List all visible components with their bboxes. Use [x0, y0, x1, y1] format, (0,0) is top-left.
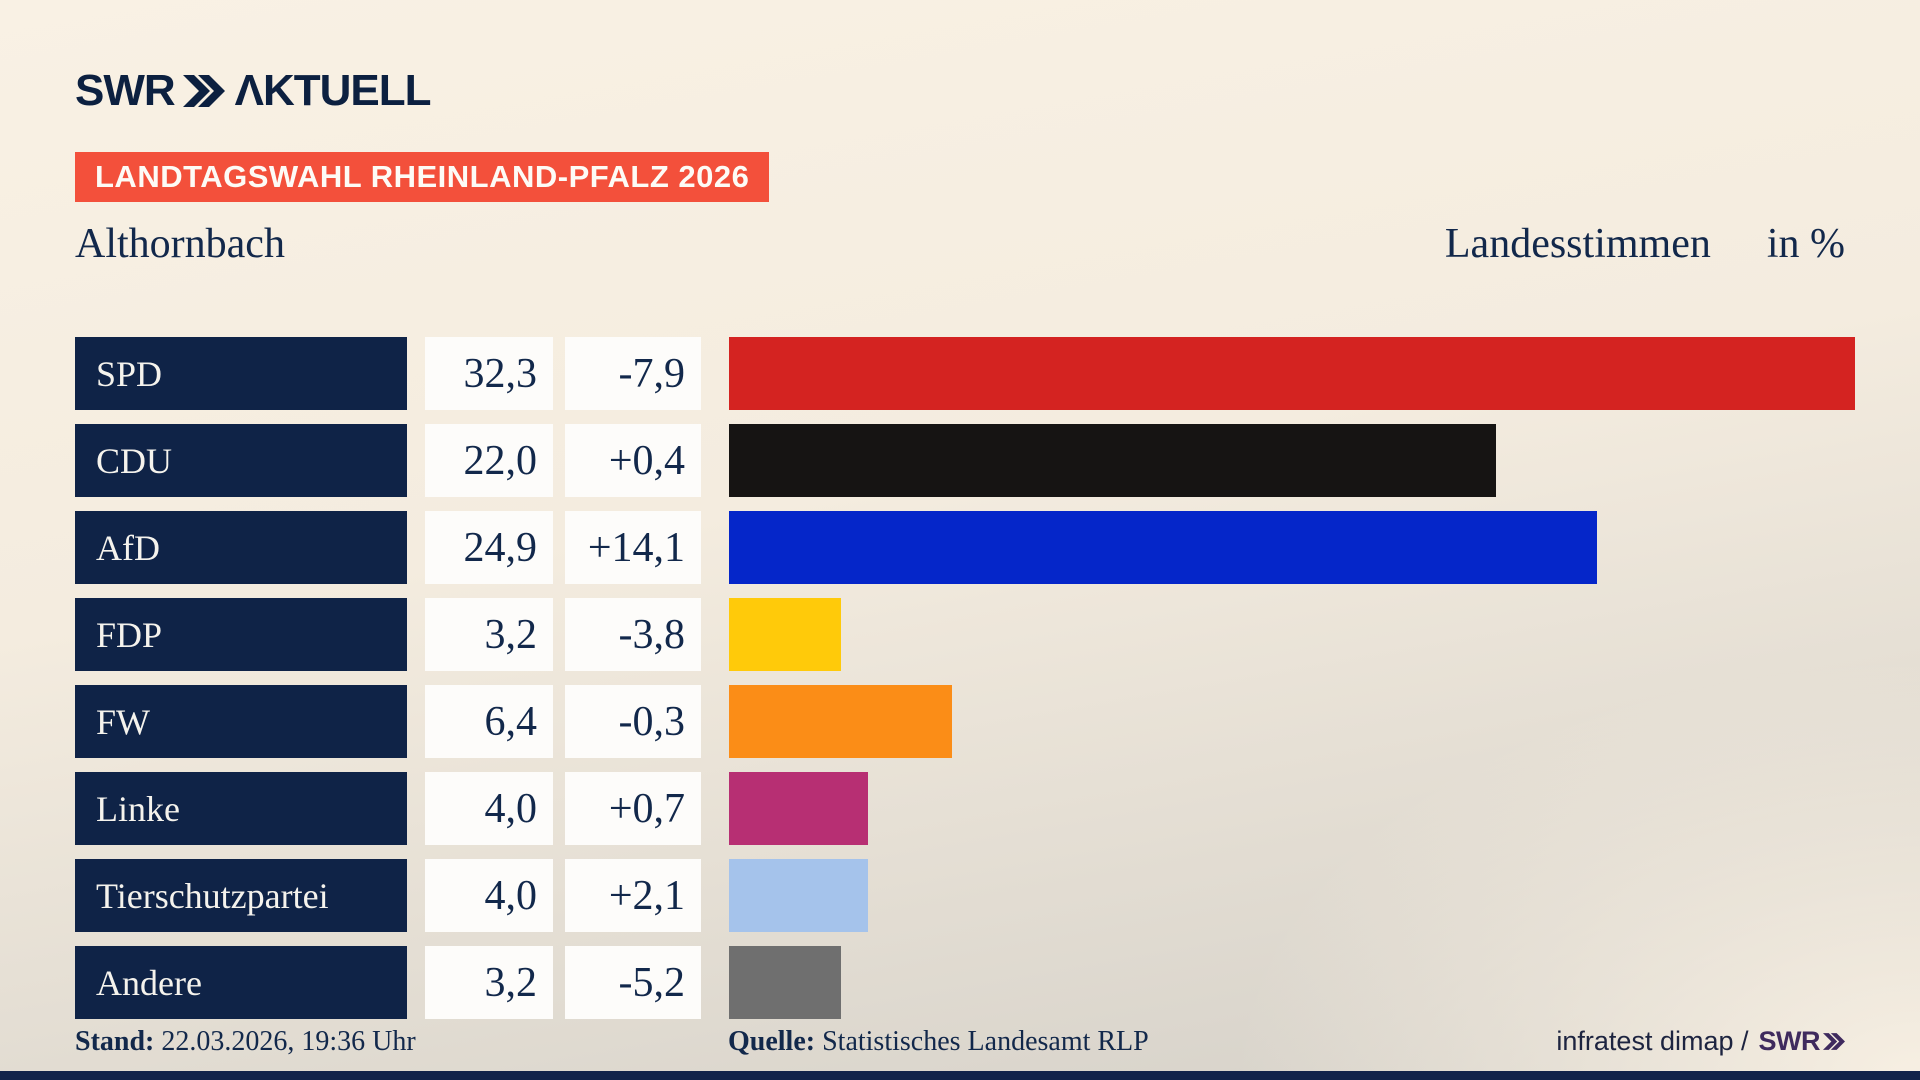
bar-track [729, 424, 1855, 497]
percent-value: 3,2 [425, 598, 553, 671]
result-bar [729, 946, 841, 1019]
credit: infratest dimap / SWR [1556, 1026, 1845, 1057]
result-bar [729, 859, 869, 932]
table-row: FDP 3,2 -3,8 [75, 598, 1855, 671]
party-label: Linke [75, 772, 407, 845]
results-bar-chart: SPD 32,3 -7,9 CDU 22,0 +0,4 AfD 24,9 +14… [75, 337, 1855, 1033]
table-row: FW 6,4 -0,3 [75, 685, 1855, 758]
party-label: SPD [75, 337, 407, 410]
bottom-accent-strip [0, 1071, 1920, 1080]
percent-value: 6,4 [425, 685, 553, 758]
percent-value: 4,0 [425, 859, 553, 932]
result-bar [729, 598, 841, 671]
table-row: SPD 32,3 -7,9 [75, 337, 1855, 410]
result-bar [729, 685, 953, 758]
percent-value: 24,9 [425, 511, 553, 584]
bar-track [729, 772, 1855, 845]
result-bar [729, 424, 1496, 497]
title-row: Althornbach Landesstimmen in % [75, 220, 1845, 268]
bar-track [729, 511, 1855, 584]
bar-track [729, 946, 1855, 1019]
quelle-label: Quelle: [728, 1026, 816, 1057]
party-label: FW [75, 685, 407, 758]
vote-type-label: Landesstimmen [1444, 221, 1711, 267]
party-label: Andere [75, 946, 407, 1019]
result-bar [729, 772, 869, 845]
table-row: Andere 3,2 -5,2 [75, 946, 1855, 1019]
change-value: -7,9 [565, 337, 701, 410]
swr-logo-text: SWR [75, 66, 176, 115]
aktuell-logo-text: ΛKTUELL [234, 66, 432, 115]
change-value: +0,7 [565, 772, 701, 845]
chart-subtitle: Landesstimmen in % [1445, 220, 1845, 268]
credit-text: infratest dimap / [1556, 1026, 1749, 1056]
change-value: -3,8 [565, 598, 701, 671]
party-label: AfD [75, 511, 407, 584]
percent-value: 4,0 [425, 772, 553, 845]
stand-label: Stand: [75, 1026, 155, 1057]
percent-value: 3,2 [425, 946, 553, 1019]
bar-track [729, 859, 1855, 932]
double-chevron-icon [182, 75, 225, 107]
change-value: +2,1 [565, 859, 701, 932]
change-value: +0,4 [565, 424, 701, 497]
page-title: Althornbach [75, 221, 285, 267]
swr-mini-logo: SWR [1758, 1026, 1845, 1057]
table-row: CDU 22,0 +0,4 [75, 424, 1855, 497]
party-label: FDP [75, 598, 407, 671]
party-label: CDU [75, 424, 407, 497]
result-bar [729, 511, 1598, 584]
unit-label: in % [1766, 221, 1845, 267]
percent-value: 22,0 [425, 424, 553, 497]
bar-track [729, 337, 1855, 410]
footer: Stand: 22.03.2026, 19:36 Uhr Quelle: Sta… [75, 1026, 1845, 1058]
party-label: Tierschutzpartei [75, 859, 407, 932]
table-row: Linke 4,0 +0,7 [75, 772, 1855, 845]
double-chevron-icon [1823, 1033, 1845, 1050]
stand-timestamp: Stand: 22.03.2026, 19:36 Uhr [75, 1026, 416, 1058]
quelle-value: Statistisches Landesamt RLP [822, 1026, 1149, 1057]
percent-value: 32,3 [425, 337, 553, 410]
swr-mini-text: SWR [1758, 1026, 1821, 1056]
swr-aktuell-logo: SWR ΛKTUELL [75, 66, 432, 116]
result-bar [729, 337, 1855, 410]
election-banner: LANDTAGSWAHL RHEINLAND-PFALZ 2026 [75, 152, 770, 202]
stand-value: 22.03.2026, 19:36 Uhr [161, 1026, 416, 1057]
table-row: Tierschutzpartei 4,0 +2,1 [75, 859, 1855, 932]
source-note: Quelle: Statistisches Landesamt RLP [728, 1026, 1149, 1058]
change-value: -0,3 [565, 685, 701, 758]
bar-track [729, 685, 1855, 758]
bar-track [729, 598, 1855, 671]
change-value: -5,2 [565, 946, 701, 1019]
table-row: AfD 24,9 +14,1 [75, 511, 1855, 584]
change-value: +14,1 [565, 511, 701, 584]
